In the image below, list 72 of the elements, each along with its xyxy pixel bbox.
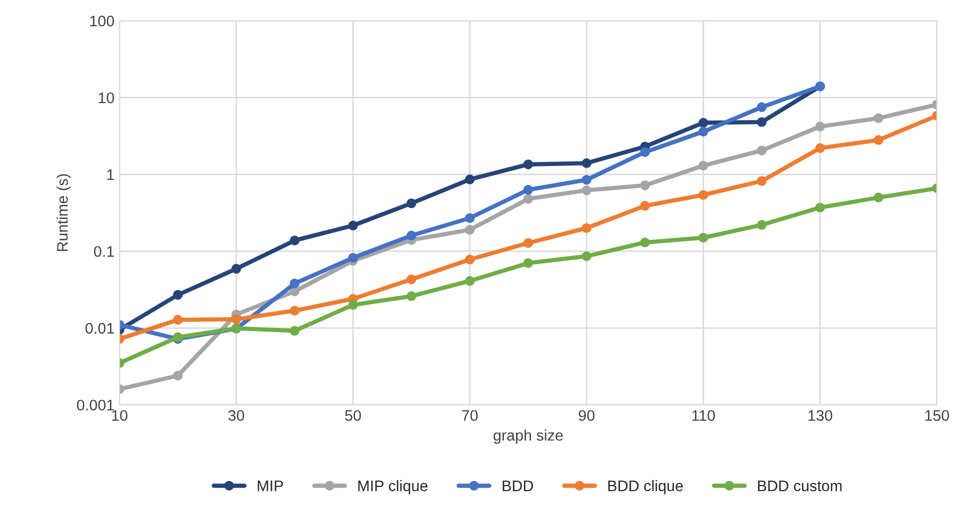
x-tick-label: 10 <box>112 410 128 421</box>
point <box>523 238 534 248</box>
legend-label: BDD clique <box>608 480 683 494</box>
legend-label: MIP clique <box>358 480 428 494</box>
y-tick-label: 10 <box>98 92 114 104</box>
point <box>231 314 242 324</box>
point <box>640 200 650 211</box>
point <box>406 198 416 208</box>
point <box>406 230 416 240</box>
point <box>640 238 650 248</box>
point <box>756 102 767 112</box>
point <box>523 194 534 204</box>
point <box>815 143 825 153</box>
x-tick-label: 70 <box>462 410 478 421</box>
point <box>406 274 416 284</box>
x-tick-label: 50 <box>345 410 361 421</box>
point <box>640 180 650 190</box>
point <box>756 220 767 230</box>
x-tick-label: 130 <box>808 410 832 421</box>
y-tick-label: 0.01 <box>86 322 114 334</box>
point <box>523 258 534 268</box>
point <box>464 254 475 264</box>
point <box>290 278 300 288</box>
point <box>756 146 767 156</box>
x-axis-title: graph size <box>494 429 563 444</box>
point <box>464 224 475 235</box>
point <box>874 135 884 145</box>
point <box>231 264 242 274</box>
point <box>406 291 416 301</box>
point <box>173 370 183 380</box>
point <box>698 190 708 200</box>
point <box>582 185 592 196</box>
point <box>582 251 592 262</box>
point <box>523 184 534 195</box>
legend-label: BDD custom <box>758 480 842 492</box>
legend-label: MIP <box>258 480 283 492</box>
point <box>815 202 825 212</box>
point <box>464 174 475 184</box>
point <box>874 192 884 202</box>
point <box>874 113 884 123</box>
point <box>582 174 592 185</box>
point <box>582 223 592 233</box>
point <box>582 158 592 168</box>
point <box>464 276 475 286</box>
point <box>756 117 767 127</box>
point <box>290 306 300 316</box>
x-tick-label: 30 <box>228 410 244 421</box>
x-tick-label: 150 <box>925 410 950 421</box>
y-tick-label: 1 <box>107 169 114 180</box>
point <box>698 160 708 170</box>
point <box>756 176 767 186</box>
x-tick-label: 90 <box>578 410 594 421</box>
legend-label: BDD <box>502 480 534 492</box>
point <box>815 122 825 132</box>
point <box>698 118 708 128</box>
point <box>698 232 708 243</box>
y-tick-label: 0.1 <box>94 246 114 257</box>
y-tick-label: 0.001 <box>77 400 114 411</box>
point <box>698 126 708 137</box>
point <box>348 252 358 263</box>
point <box>464 213 475 223</box>
point <box>348 220 358 230</box>
point <box>290 236 300 246</box>
point <box>523 160 534 170</box>
y-axis-title: Runtime (s) <box>56 174 71 252</box>
x-tick-label: 110 <box>692 410 715 421</box>
point <box>290 326 300 336</box>
point <box>173 314 183 325</box>
y-tick-label: 100 <box>90 16 114 26</box>
point <box>173 290 183 300</box>
point <box>348 300 358 310</box>
point <box>640 147 650 157</box>
